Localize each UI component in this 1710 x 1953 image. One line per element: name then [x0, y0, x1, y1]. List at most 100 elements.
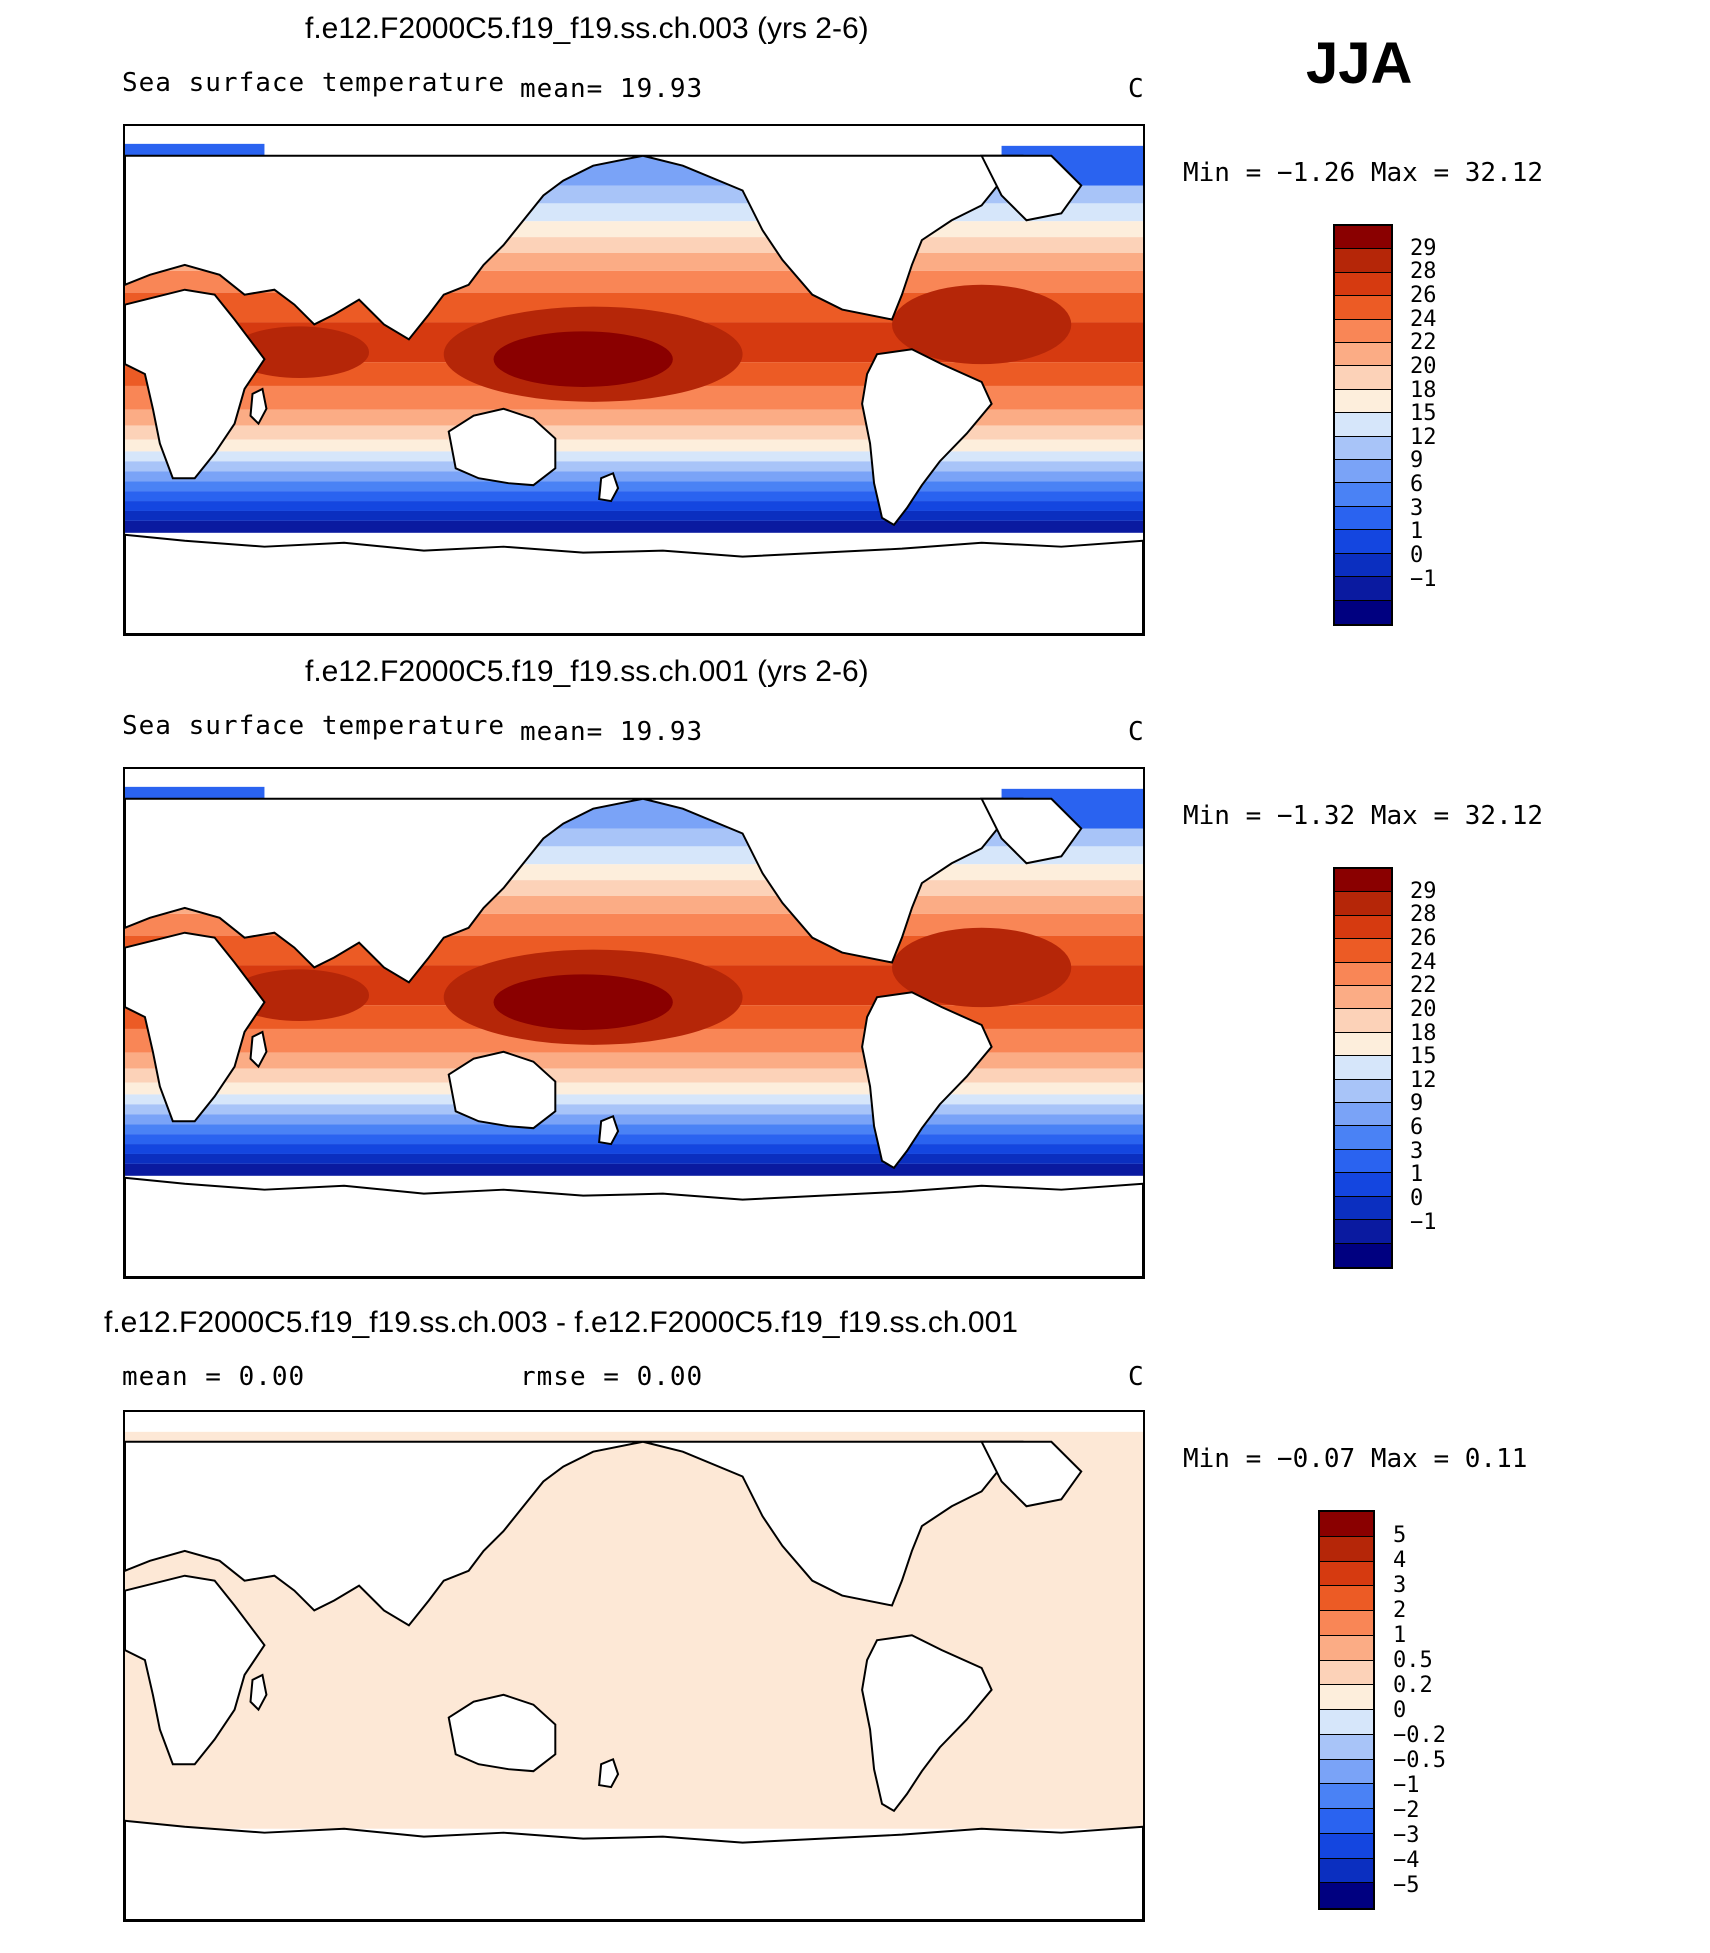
sst-band — [125, 439, 1143, 452]
colorbar-segment — [1335, 436, 1391, 461]
colorbar-segment — [1320, 1660, 1373, 1686]
colorbar-tick-label: 22 — [1410, 330, 1437, 356]
panel-1-map — [123, 124, 1145, 636]
panel-3-rmse-label: rmse = 0.00 — [520, 1362, 704, 1392]
north-atlantic-warm-region — [891, 284, 1072, 365]
colorbar-segment — [1320, 1809, 1373, 1834]
indian-ocean-warm-pool — [229, 969, 370, 1022]
colorbar-tick-label: −0.2 — [1393, 1723, 1446, 1748]
continent-antarctica — [125, 533, 1143, 634]
panel-2-colorbar — [1333, 867, 1393, 1269]
continent-greenland — [980, 154, 1083, 222]
sst-band — [125, 471, 1143, 482]
panel-2-min-max: Min = −1.32 Max = 32.12 — [1183, 801, 1544, 831]
panel-2-map-svg — [125, 786, 1143, 1277]
sst-band — [125, 409, 1143, 426]
continent-eurasia — [125, 797, 644, 984]
colorbar-segment — [1320, 1734, 1373, 1760]
colorbar-tick-label: 12 — [1410, 1067, 1437, 1093]
continent-north-america — [642, 154, 1024, 321]
sst-band — [125, 520, 1143, 533]
colorbar-segment — [1320, 1858, 1373, 1884]
panel-2-map — [123, 767, 1145, 1279]
colorbar-segment — [1320, 1759, 1373, 1785]
colorbar-tick-label: −1 — [1410, 566, 1437, 592]
colorbar-segment — [1320, 1833, 1373, 1859]
colorbar-tick-label: 18 — [1410, 1020, 1437, 1046]
colorbar-segment — [1335, 915, 1391, 940]
sst-band — [125, 1104, 1143, 1115]
colorbar-tick-label: 0 — [1393, 1698, 1407, 1723]
panel-3-colorbar — [1318, 1510, 1375, 1910]
colorbar-segment — [1335, 600, 1391, 624]
continent-australia — [447, 1693, 557, 1773]
colorbar-segment — [1335, 530, 1391, 554]
panel-1-mean-label: mean= 19.93 — [520, 74, 704, 104]
colorbar-tick-label: 0.5 — [1393, 1648, 1433, 1673]
colorbar-tick-label: 2 — [1393, 1598, 1407, 1623]
panel-2-mean-label: mean= 19.93 — [520, 717, 704, 747]
colorbar-segment — [1335, 962, 1391, 987]
west-pacific-warm-core — [493, 974, 673, 1030]
colorbar-tick-label: 9 — [1410, 1091, 1424, 1117]
continent-greenland — [980, 797, 1083, 865]
sst-band — [125, 1134, 1143, 1145]
colorbar-segment — [1335, 1009, 1391, 1033]
sst-band — [125, 1163, 1143, 1176]
colorbar-tick-label: 1 — [1410, 1162, 1424, 1188]
colorbar-segment — [1335, 226, 1391, 250]
colorbar-segment — [1335, 939, 1391, 963]
colorbar-segment — [1335, 1243, 1391, 1267]
colorbar-segment — [1335, 1103, 1391, 1127]
panel-3-min-max: Min = −0.07 Max = 0.11 — [1183, 1444, 1528, 1474]
colorbar-segment — [1335, 366, 1391, 390]
colorbar-segment — [1335, 460, 1391, 484]
colorbar-tick-label: 20 — [1410, 996, 1437, 1022]
sst-band — [125, 510, 1143, 521]
colorbar-tick-label: 5 — [1393, 1523, 1407, 1548]
sst-band — [125, 501, 1143, 511]
indian-ocean-warm-pool — [229, 326, 370, 379]
colorbar-segment — [1335, 553, 1391, 578]
sst-band — [125, 451, 1143, 462]
colorbar-segment — [1320, 1611, 1373, 1636]
panel-1-variable-label: Sea surface temperature — [122, 68, 506, 98]
colorbar-tick-label: 29 — [1410, 878, 1437, 904]
colorbar-tick-label: −1 — [1393, 1773, 1420, 1798]
panel-1-title: f.e12.F2000C5.f19_f19.ss.ch.003 (yrs 2-6… — [305, 12, 869, 45]
colorbar-tick-label: 26 — [1410, 282, 1437, 308]
continent-australia — [447, 407, 557, 487]
continent-africa — [125, 1574, 266, 1766]
continent-south-america — [861, 1634, 993, 1813]
colorbar-segment — [1320, 1685, 1373, 1710]
colorbar-tick-label: 3 — [1393, 1573, 1407, 1598]
continent-south-america — [861, 348, 993, 527]
continent-eurasia — [125, 1440, 644, 1627]
panel-3-mean-label: mean = 0.00 — [122, 1362, 306, 1392]
colorbar-tick-label: 12 — [1410, 424, 1437, 450]
colorbar-tick-label: 0 — [1410, 1186, 1424, 1212]
colorbar-segment — [1335, 1196, 1391, 1221]
colorbar-segment — [1335, 343, 1391, 367]
continent-north-america — [642, 797, 1024, 964]
colorbar-tick-label: 26 — [1410, 925, 1437, 951]
colorbar-segment — [1320, 1536, 1373, 1562]
colorbar-tick-label: 3 — [1410, 1138, 1424, 1164]
colorbar-tick-label: 15 — [1410, 401, 1437, 427]
colorbar-tick-label: −2 — [1393, 1798, 1420, 1823]
colorbar-tick-label: −0.5 — [1393, 1748, 1446, 1773]
colorbar-segment — [1320, 1586, 1373, 1611]
sst-band — [125, 491, 1143, 502]
panel-1-map-svg — [125, 143, 1143, 634]
panel-3-map-svg — [125, 1431, 1143, 1920]
colorbar-tick-label: 15 — [1410, 1044, 1437, 1070]
island-new-zealand — [598, 471, 620, 503]
colorbar-tick-label: 20 — [1410, 353, 1437, 379]
colorbar-tick-label: 6 — [1410, 1115, 1424, 1141]
island-madagascar — [249, 1673, 268, 1712]
panel-3-units: C — [1128, 1362, 1145, 1392]
colorbar-tick-label: 1 — [1410, 519, 1424, 545]
colorbar-tick-label: 0 — [1410, 543, 1424, 569]
colorbar-segment — [1335, 1126, 1391, 1150]
sst-band — [125, 1068, 1143, 1083]
